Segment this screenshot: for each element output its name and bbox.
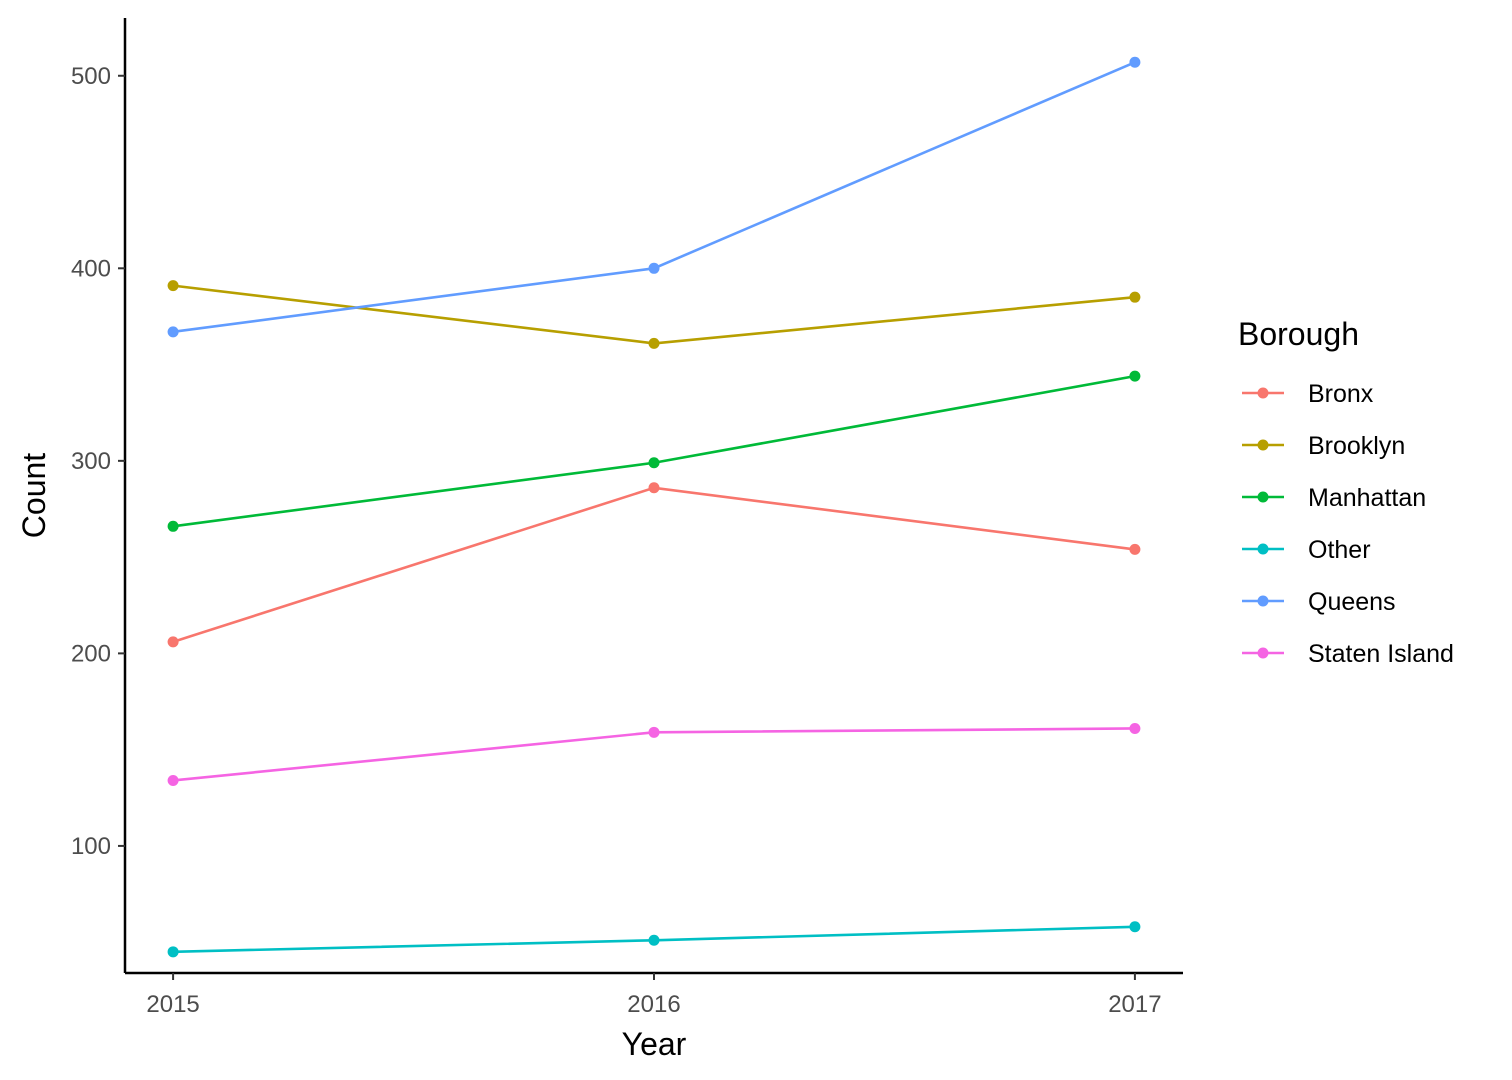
legend-items: Bronx Brooklyn Manhattan Other Queens Staten … — [1242, 380, 1454, 668]
legend-item: Bronx — [1242, 380, 1374, 408]
y-tick-label: 100 — [71, 833, 111, 860]
data-point — [167, 636, 179, 648]
data-point — [1129, 56, 1141, 68]
data-point — [167, 280, 179, 292]
data-point — [1129, 543, 1141, 555]
legend-item: Other — [1242, 536, 1371, 564]
data-point — [648, 726, 660, 738]
y-axis-title: Count — [16, 453, 52, 539]
data-point — [1129, 291, 1141, 303]
legend-label: Manhattan — [1308, 484, 1426, 512]
legend-label: Other — [1308, 536, 1371, 564]
legend-label: Queens — [1308, 588, 1396, 616]
legend-label: Brooklyn — [1308, 432, 1405, 460]
data-point — [648, 457, 660, 469]
data-point — [167, 946, 179, 958]
legend-key-point — [1257, 491, 1269, 503]
series-line — [172, 374, 1136, 528]
legend-key-point — [1257, 543, 1269, 555]
x-tick-label: 2016 — [627, 991, 680, 1018]
data-point — [648, 482, 660, 494]
data-point — [1129, 921, 1141, 933]
series-brooklyn — [167, 280, 1141, 349]
legend-item: Staten Island — [1242, 640, 1454, 668]
x-axis-title: Year — [622, 1026, 687, 1062]
legend-label: Bronx — [1308, 380, 1374, 408]
series-line — [172, 486, 1136, 644]
y-tick-label: 500 — [71, 63, 111, 90]
series-line — [172, 61, 1136, 334]
data-point — [648, 934, 660, 946]
data-point — [648, 337, 660, 349]
legend-item: Manhattan — [1242, 484, 1426, 512]
y-tick-label: 400 — [71, 255, 111, 282]
series-staten-island — [167, 722, 1141, 786]
legend-item: Brooklyn — [1242, 432, 1405, 460]
data-point — [167, 326, 179, 338]
series-bronx — [167, 482, 1141, 648]
legend-key-point — [1257, 595, 1269, 607]
legend-title: Borough — [1238, 316, 1359, 352]
series-other — [167, 921, 1141, 958]
y-tick-label: 200 — [71, 640, 111, 667]
series-queens — [167, 56, 1141, 338]
legend-item: Queens — [1242, 588, 1396, 616]
series-layer — [167, 56, 1141, 958]
x-tick-label: 2015 — [146, 991, 199, 1018]
legend-key-point — [1257, 387, 1269, 399]
legend-label: Staten Island — [1308, 640, 1454, 668]
legend-key-point — [1257, 647, 1269, 659]
legend: Borough Bronx Brooklyn Manhattan Other Queen… — [1238, 316, 1454, 668]
series-line — [172, 284, 1136, 345]
y-tick-label: 300 — [71, 448, 111, 475]
data-point — [1129, 370, 1141, 382]
series-manhattan — [167, 370, 1141, 532]
data-point — [167, 520, 179, 532]
data-point — [648, 262, 660, 274]
y-axis-ticks: 100 200 300 400 500 — [71, 63, 125, 860]
x-tick-label: 2017 — [1108, 991, 1161, 1018]
data-point — [1129, 722, 1141, 734]
data-point — [167, 774, 179, 786]
legend-key-point — [1257, 439, 1269, 451]
x-axis-ticks: 2015 2016 2017 — [146, 973, 1162, 1018]
